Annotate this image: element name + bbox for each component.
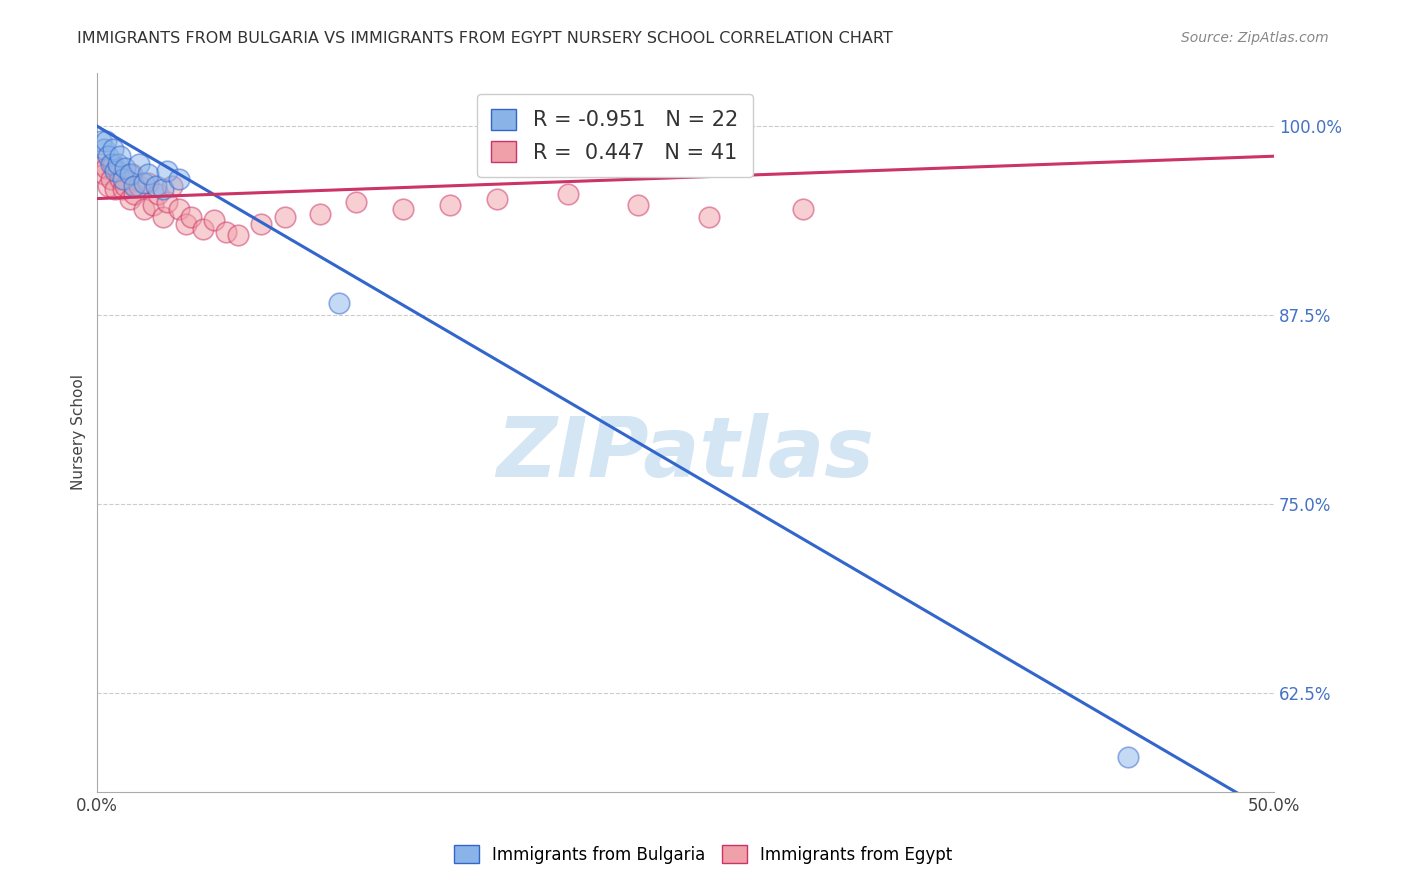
Point [250,217,273,231]
Point [124,179,146,194]
Point [328,296,350,310]
Point [391,202,413,216]
Point [111,172,134,186]
Point [111,182,134,196]
Point [128,157,150,171]
Point [93,167,115,181]
Point [114,179,136,194]
Point [145,179,167,194]
Point [118,167,141,181]
Point [90,157,112,171]
Point [132,202,155,216]
Point [121,167,143,181]
Point [274,210,297,224]
Point [202,212,225,227]
Point [215,225,238,239]
Point [108,149,131,163]
Point [107,164,129,178]
Point [138,167,160,181]
Point [118,192,141,206]
Text: ZIPatlas: ZIPatlas [496,413,875,494]
Point [97,179,120,194]
Point [156,194,179,209]
Point [167,172,190,186]
Legend: Immigrants from Bulgaria, Immigrants from Egypt: Immigrants from Bulgaria, Immigrants fro… [447,838,959,871]
Point [309,207,332,221]
Point [226,227,249,242]
Point [1116,750,1139,764]
Point [697,210,720,224]
Point [104,164,127,178]
Point [128,179,150,194]
Point [167,202,190,216]
Point [93,142,115,156]
Point [90,134,112,148]
Legend: R = -0.951   N = 22, R =  0.447   N = 41: R = -0.951 N = 22, R = 0.447 N = 41 [477,95,752,178]
Point [94,134,117,148]
Point [104,182,127,196]
Point [101,142,124,156]
Point [101,157,124,171]
Y-axis label: Nursery School: Nursery School [72,375,86,491]
Point [792,202,814,216]
Text: Source: ZipAtlas.com: Source: ZipAtlas.com [1181,31,1329,45]
Point [439,197,461,211]
Point [156,164,179,178]
Point [191,222,214,236]
Point [97,149,120,163]
Point [100,157,122,171]
Point [107,157,129,171]
Point [146,187,169,202]
Point [160,179,183,194]
Point [132,177,155,191]
Point [152,210,174,224]
Point [557,187,579,202]
Point [100,172,122,186]
Point [344,194,367,209]
Point [108,172,131,186]
Point [627,197,650,211]
Point [152,182,174,196]
Point [174,217,197,231]
Point [114,161,136,176]
Text: IMMIGRANTS FROM BULGARIA VS IMMIGRANTS FROM EGYPT NURSERY SCHOOL CORRELATION CHA: IMMIGRANTS FROM BULGARIA VS IMMIGRANTS F… [77,31,893,46]
Point [180,210,202,224]
Point [142,197,165,211]
Point [485,192,508,206]
Point [124,187,146,202]
Point [138,177,160,191]
Point [94,161,117,176]
